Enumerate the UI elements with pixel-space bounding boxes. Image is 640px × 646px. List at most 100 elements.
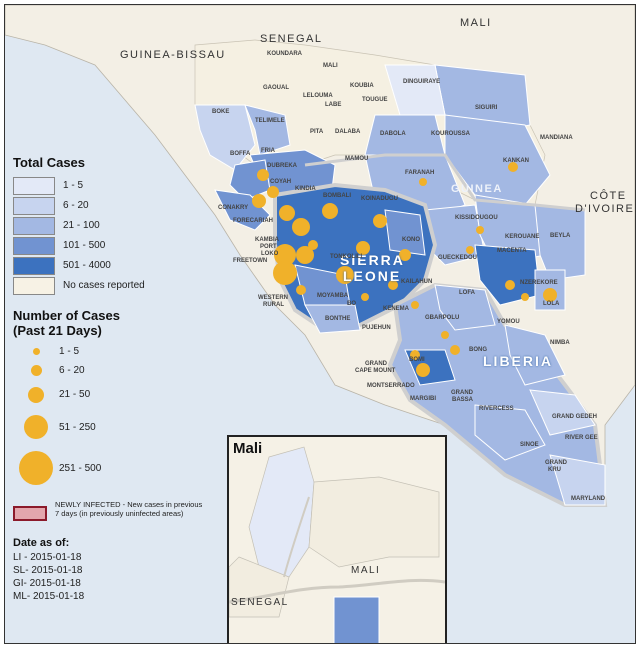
country-label-liberia: LIBERIA [483,353,553,369]
district-label: RIVERCESS [479,406,514,412]
district-label: TONKOLILI [330,254,363,260]
legend-circle [19,451,53,485]
district-label: KOUBIA [350,83,374,89]
district-label: GRAND [365,361,387,367]
district-label: MACENTA [497,248,527,254]
district-label: NIMBA [550,340,570,346]
district-label: DINGUIRAYE [403,79,441,85]
case-circle [388,280,398,290]
district-label: TOUGUE [362,97,388,103]
case-circle [273,261,297,285]
region-macenta [474,244,541,306]
district-label: BOMBALI [323,193,351,199]
country-label-guinea: GUINEA [451,183,503,195]
district-label: GUECKEDOU [438,255,478,261]
district-label: BO [347,301,356,307]
legend-date-title: Date as of: [13,537,70,549]
legend-row: 501 - 4000 [13,256,213,275]
district-label: MONTSERRADO [367,383,415,389]
inset-label-mali: MALI [351,565,381,576]
region-maryland [549,454,606,506]
date-row: ML- 2015-01-18 [13,591,85,602]
case-circle [322,203,338,219]
district-label: KONO [402,237,420,243]
district-label: KENEMA [383,306,410,312]
legend-label: 1 - 5 [63,180,84,191]
case-circle [411,301,419,309]
country-label-mali: MALI [460,17,492,29]
district-label: GAOUAL [263,85,289,91]
newly-infected-text: NEWLY INFECTED - New cases in previous 7… [55,500,203,518]
legend-swatch [13,256,55,275]
region-kono [384,209,426,256]
case-circle [267,186,279,198]
west-africa-map [5,5,635,643]
legend-swatch [13,176,55,195]
case-circle [399,249,411,261]
district-label: NZEREKORE [520,280,558,286]
inset-border [283,496,310,578]
case-circle [336,266,354,284]
country-label-leone: LEONE [343,268,402,284]
case-circle [361,293,369,301]
legend-circle-row: 51 - 250 [13,408,213,446]
district-label: GBARPOLU [425,315,460,321]
district-label: MARYLAND [571,496,606,502]
legend-newly-infected: NEWLY INFECTED - New cases in previous 7… [13,500,213,521]
district-label: PUJEHUN [362,325,391,331]
country-label-guinea-bissau: GUINEA-BISSAU [120,49,226,61]
inset-region [229,556,290,618]
district-label: WESTERN [258,295,288,301]
district-label: FRIA [261,148,275,154]
country-label-cote-divoire-2: D'IVOIRE [575,203,635,215]
case-circle [410,350,420,360]
legend-circle [28,386,44,403]
region-lofa [434,284,496,331]
region-coastal-guinea [214,189,271,231]
case-circle [373,214,387,228]
legend-circle-row: 251 - 500 [13,446,213,490]
inset-border [229,578,445,604]
district-label: MOYAMBA [317,293,349,299]
mali-inset-map [229,437,445,643]
district-label: LOKO [261,251,279,257]
district-label: LELOUMA [303,93,333,99]
district-label: KINDIA [295,186,316,192]
case-circles [252,162,557,377]
district-label: KRU [548,467,561,473]
date-row: LI - 2015-01-18 [13,552,82,563]
district-label: YOMOU [497,319,520,325]
district-label: TELIMELE [255,118,285,124]
district-label: MAMOU [345,156,369,162]
district-label: KAILAHUN [401,279,433,285]
date-row: SL- 2015-01-18 [13,565,83,576]
district-label: SINOE [520,442,539,448]
mali-inset: Mali SENEGAL MALI [227,435,447,643]
district-label: DABOLA [380,131,406,137]
legend-swatch [13,216,55,235]
district-label: PITA [310,129,324,135]
district-label: GRAND [451,390,473,396]
legend-label: No cases reported [63,280,145,291]
district-label: SIGUIRI [475,105,498,111]
legend-number-title-2: (Past 21 Days) [13,323,102,338]
district-label: KISSIDOUGOU [455,215,498,221]
legend-circle-row: 21 - 50 [13,381,213,408]
district-label: BEYLA [550,233,571,239]
legend-total-cases-title: Total Cases [13,155,86,170]
legend-circle-row: 6 - 20 [13,360,213,381]
legend-label: 21 - 100 [63,220,100,231]
district-label: KANKAN [503,158,529,164]
district-label: PORT [260,244,277,250]
region-nimba [504,324,566,386]
district-label: BASSA [452,397,474,403]
legend-circle [30,365,42,376]
country-label-sierra: SIERRA [340,252,405,268]
district-label: RURAL [263,302,284,308]
case-circle [296,285,306,295]
legend-circle [24,415,48,439]
legend-label: 6 - 20 [63,200,89,211]
case-circle [416,363,430,377]
legend-row: 21 - 100 [13,216,213,235]
case-circle [521,293,529,301]
